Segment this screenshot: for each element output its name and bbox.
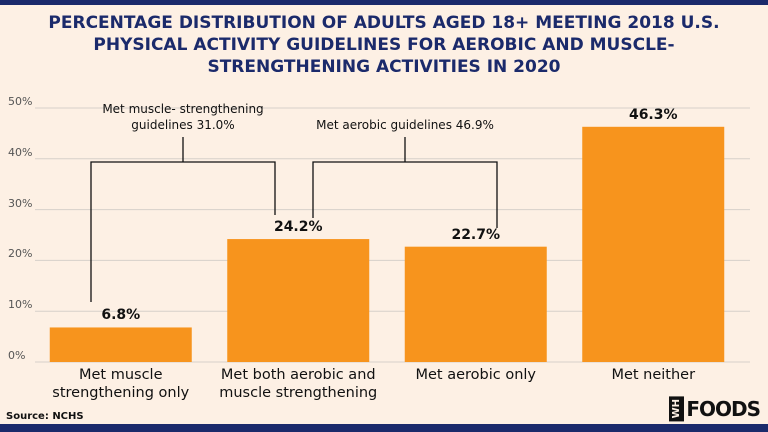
y-tick-label: 20% <box>8 247 33 261</box>
logo-badge: WH <box>669 396 685 422</box>
y-tick-label: 0% <box>8 349 26 362</box>
x-tick-label: Met both aerobic and muscle strengthenin… <box>219 367 378 401</box>
bar <box>404 246 547 362</box>
value-label: 46.3% <box>628 106 678 123</box>
y-tick-label: 10% <box>8 298 33 312</box>
source: Source: NCHS <box>6 411 84 422</box>
value-label: 6.8% <box>101 307 141 324</box>
y-tick-label: 50% <box>8 95 33 108</box>
logo: WH FOODS <box>669 396 761 422</box>
annotation: Met muscle- strengthening guidelines 31.… <box>102 102 264 132</box>
bar <box>582 126 725 363</box>
y-tick-label: 40% <box>8 145 33 159</box>
y-tick-label: 30% <box>8 196 33 210</box>
x-tick-label: Met neither <box>611 367 696 383</box>
x-tick-label: Met aerobic only <box>415 367 537 383</box>
bar <box>49 327 192 362</box>
value-label: 24.2% <box>273 219 323 236</box>
chart-title: PERCENTAGE DISTRIBUTION OF ADULTS AGED 1… <box>48 13 720 77</box>
brackets <box>90 137 498 302</box>
logo-text: FOODS <box>686 396 761 421</box>
bottom-strip <box>0 424 768 432</box>
x-tick-label: Met muscle strengthening only <box>52 367 190 401</box>
value-label: 22.7% <box>451 226 501 243</box>
top-strip <box>0 0 768 5</box>
bar <box>227 239 370 362</box>
annotation: Met aerobic guidelines 46.9% <box>316 118 494 132</box>
